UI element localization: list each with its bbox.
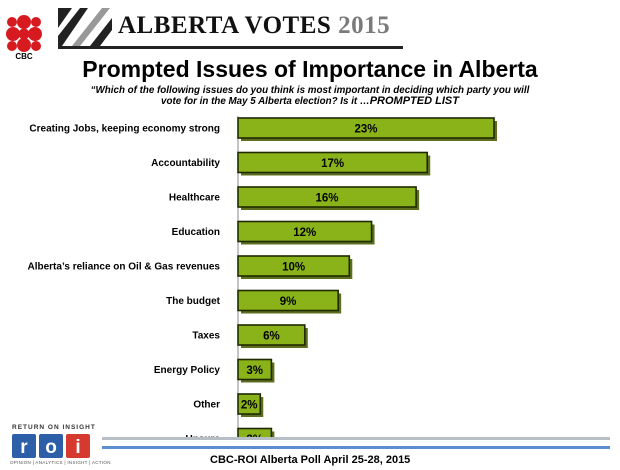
bar [237, 393, 262, 415]
data-label: 17% [321, 158, 344, 170]
bar [237, 186, 417, 208]
banner-title-main: ALBERTA VOTES [118, 12, 332, 39]
bar [237, 151, 429, 174]
question-line-1: “Which of the following issues do you th… [90, 85, 530, 96]
data-label: 23% [354, 124, 377, 136]
footer-rule-grey [102, 437, 610, 440]
category-label: Other [193, 400, 220, 411]
data-label: 12% [293, 227, 316, 239]
footer-source: CBC-ROI Alberta Poll April 25-28, 2015 [210, 454, 411, 466]
footer-rule-blue [102, 446, 610, 449]
roi-tagline-top: RETURN ON INSIGHT [12, 424, 96, 431]
bar [237, 324, 306, 346]
data-label: 3% [246, 365, 263, 377]
question-line-2: vote for in the May 5 Alberta election? … [161, 96, 370, 107]
category-label: Taxes [192, 331, 220, 342]
page-title: Prompted Issues of Importance in Alberta [82, 56, 538, 82]
category-label: The budget [166, 296, 221, 307]
category-label: Energy Policy [154, 365, 221, 376]
data-label: 10% [282, 262, 305, 274]
roi-tagline-bottom: OPINION | ANALYTICS | INSIGHT | ACTION [10, 460, 111, 465]
roi-letter-o: o [45, 437, 57, 458]
data-label: 6% [263, 331, 280, 343]
data-label: 2% [241, 400, 258, 412]
question-emphasis: PROMPTED LIST [369, 95, 459, 107]
banner-title-year: 2015 [338, 12, 391, 39]
survey-question: “Which of the following issues do you th… [60, 85, 560, 107]
data-label: 9% [280, 296, 297, 308]
category-label: Creating Jobs, keeping economy strong [29, 124, 220, 135]
bar [237, 358, 273, 381]
roi-block-i [66, 434, 90, 458]
category-label: Education [172, 227, 220, 238]
banner-rule [58, 46, 403, 49]
bar [237, 220, 373, 243]
category-label: Accountability [151, 158, 220, 169]
issues-bar-chart: 23% Creating Jobs, keeping economy strong… [28, 116, 497, 440]
bar [237, 117, 495, 139]
cbc-gem-logo [6, 15, 42, 52]
bar [237, 255, 351, 277]
roi-block-o [39, 434, 63, 458]
cbc-label: CBC [15, 52, 33, 61]
roi-letter-i: i [75, 437, 80, 458]
category-label: Healthcare [169, 193, 221, 204]
roi-logo: r o i [12, 434, 90, 458]
roi-block-r [12, 434, 36, 458]
roi-letter-r: r [20, 437, 28, 458]
banner-stripes-graphic [58, 8, 112, 46]
category-label: Alberta’s reliance on Oil & Gas revenues [28, 262, 221, 273]
data-label: 16% [316, 193, 339, 205]
bar [237, 289, 339, 312]
banner-title: ALBERTA VOTES 2015 [118, 12, 390, 40]
